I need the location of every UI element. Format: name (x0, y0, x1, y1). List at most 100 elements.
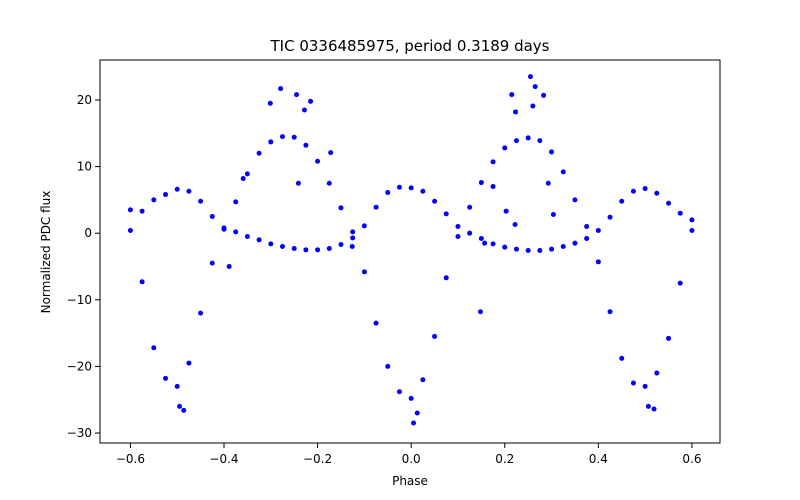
data-point (338, 242, 344, 248)
data-point (642, 186, 648, 192)
data-point (467, 230, 473, 236)
y-axis-label: Normalized PDC flux (39, 191, 53, 314)
data-point (349, 244, 355, 249)
data-point (174, 383, 180, 389)
data-point (127, 228, 133, 234)
data-point (482, 240, 488, 246)
data-point (478, 236, 484, 242)
data-point (301, 107, 307, 113)
data-point (233, 199, 239, 205)
data-point (181, 407, 187, 413)
data-point (408, 395, 414, 401)
data-point (186, 360, 192, 366)
data-point (244, 234, 250, 240)
data-point (490, 241, 496, 247)
data-point (408, 185, 414, 191)
data-point (244, 171, 250, 177)
data-point (432, 333, 438, 339)
data-point (151, 197, 157, 203)
data-point (532, 84, 538, 90)
y-tick-label: −30 (67, 426, 92, 440)
data-point (630, 188, 636, 194)
data-point (295, 180, 301, 186)
data-point (642, 383, 648, 389)
data-point (651, 406, 657, 412)
data-point (209, 260, 215, 266)
data-point (303, 247, 309, 253)
data-point (595, 228, 601, 234)
data-point (525, 135, 531, 141)
data-point (127, 207, 133, 213)
data-point (385, 363, 391, 369)
data-point (572, 197, 578, 203)
data-point (455, 234, 461, 240)
x-tick-label: 0.0 (402, 452, 421, 466)
data-point (513, 246, 519, 252)
x-tick-label: 0.4 (589, 452, 608, 466)
data-point (233, 229, 239, 235)
x-axis-label: Phase (392, 474, 428, 488)
data-point (549, 246, 555, 252)
data-point (177, 403, 183, 409)
data-point (291, 134, 297, 140)
data-point (455, 224, 461, 230)
data-point (326, 180, 332, 186)
data-point (411, 420, 417, 426)
data-point (163, 375, 169, 381)
data-point (328, 150, 334, 156)
data-point (584, 224, 590, 230)
data-point (541, 92, 547, 98)
data-point (151, 345, 157, 351)
data-point (478, 180, 484, 186)
data-point (560, 244, 566, 249)
data-point (443, 275, 449, 281)
y-tick-label: 20 (77, 93, 92, 107)
y-tick-label: −10 (67, 293, 92, 307)
data-point (240, 176, 246, 182)
data-point (666, 200, 672, 206)
x-tick-label: −0.2 (303, 452, 332, 466)
data-point (630, 380, 636, 386)
data-point (619, 198, 625, 204)
data-point (572, 240, 578, 246)
y-tick-label: −20 (67, 359, 92, 373)
data-point (326, 246, 332, 251)
data-point (689, 217, 695, 223)
data-points (127, 74, 695, 426)
data-point (279, 244, 285, 249)
data-point (361, 269, 367, 275)
data-point (550, 212, 556, 218)
data-point (268, 241, 274, 247)
chart-title: TIC 0336485975, period 0.3189 days (269, 37, 549, 55)
x-tick-label: −0.4 (209, 452, 238, 466)
data-point (291, 246, 297, 251)
data-point (549, 149, 555, 155)
y-tick-label: 10 (77, 160, 92, 174)
data-point (163, 192, 169, 198)
data-point (350, 229, 356, 235)
data-point (361, 223, 367, 229)
data-point (527, 74, 533, 80)
data-point (139, 208, 145, 214)
data-point (350, 235, 356, 241)
data-point (420, 188, 426, 194)
data-point (267, 100, 273, 106)
data-point (432, 198, 438, 204)
data-point (385, 190, 391, 196)
data-point (414, 410, 420, 416)
data-point (279, 134, 285, 140)
data-point (503, 208, 509, 214)
data-point (294, 92, 300, 98)
data-point (315, 247, 321, 253)
data-point (607, 309, 613, 315)
data-point (209, 214, 215, 220)
y-axis-ticks: −30 −20 −10 0 10 20 (67, 93, 100, 440)
data-point (677, 280, 683, 286)
x-axis-ticks: −0.6 −0.4 −0.2 0.0 0.2 0.4 0.6 (116, 443, 701, 466)
data-point (654, 370, 660, 376)
data-point (512, 222, 518, 228)
data-point (308, 98, 314, 104)
data-point (513, 109, 519, 115)
